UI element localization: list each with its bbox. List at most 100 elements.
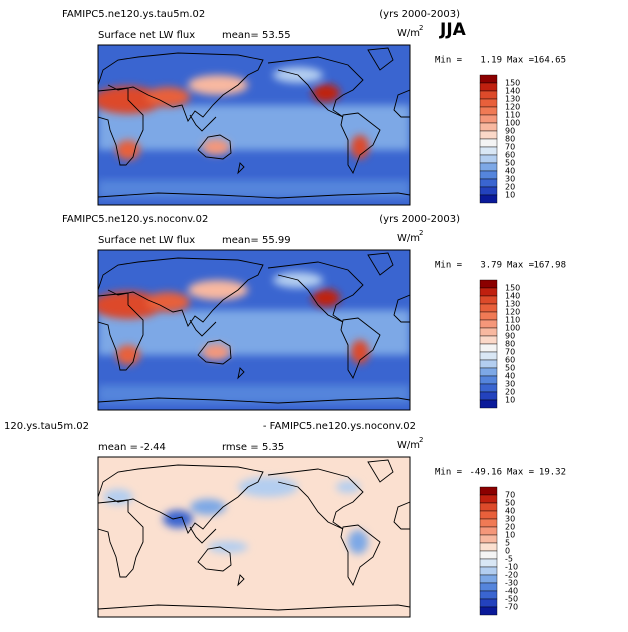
field-blobs (98, 272, 369, 365)
max-value: 19.32 (539, 468, 566, 478)
colorbar-box (479, 399, 498, 409)
field-name: Surface net LW flux (98, 30, 195, 41)
colorbar-label: 140 (505, 87, 520, 96)
colorbar-box (479, 566, 498, 576)
colorbar-label: 80 (505, 340, 515, 349)
colorbar-label: 50 (505, 499, 515, 508)
min-label: Min = (435, 468, 463, 478)
colorbar-label: 50 (505, 364, 515, 373)
colorbar-box (479, 327, 498, 337)
colorbar-label: 10 (505, 531, 515, 540)
colorbar-box (479, 598, 498, 608)
colorbar-box (479, 82, 498, 92)
colorbar-label: 100 (505, 324, 520, 333)
field-blob (336, 481, 360, 493)
colorbar-label: 0 (505, 547, 510, 556)
colorbar-box (479, 534, 498, 544)
colorbar-label: 140 (505, 292, 520, 301)
field-blob (98, 86, 163, 114)
colorbar-label: 50 (505, 159, 515, 168)
units: W/m (397, 233, 420, 244)
colorbar-box (479, 74, 498, 84)
colorbar-box (479, 574, 498, 584)
min-value: -49.16 (469, 468, 502, 478)
colorbar-box (479, 359, 498, 369)
field-blob (238, 477, 298, 497)
colorbar-label: 5 (505, 539, 510, 548)
map (98, 457, 410, 617)
colorbar-box (479, 526, 498, 536)
panel-title: FAMIPC5.ne120.ys.tau5m.02 (62, 9, 205, 20)
field-blob (98, 291, 163, 319)
stat-label: mean= (222, 235, 259, 246)
colorbar-box (479, 391, 498, 401)
colorbar-box (479, 550, 498, 560)
field-blob (146, 292, 190, 312)
colorbar-label: -20 (505, 571, 518, 580)
colorbar-box (479, 279, 498, 289)
colorbar-box (479, 146, 498, 156)
min-label: Min = (435, 261, 463, 271)
colorbar-label: -30 (505, 579, 518, 588)
colorbar-label: 60 (505, 356, 515, 365)
panel: FAMIPC5.ne120.ys.noconv.02 (yrs 2000-2003… (62, 214, 566, 411)
colorbar-box (479, 90, 498, 100)
colorbar-label: 150 (505, 79, 520, 88)
rmse-label: rmse = (222, 442, 259, 453)
colorbar-box (479, 542, 498, 552)
colorbar-box (479, 590, 498, 600)
colorbar-box (479, 494, 498, 504)
colorbar-label: 40 (505, 167, 515, 176)
colorbar-box (479, 367, 498, 377)
colorbar-label: -10 (505, 563, 518, 572)
stat-value: -2.44 (140, 442, 166, 453)
field-blob (116, 140, 140, 160)
colorbar-box (479, 162, 498, 172)
stat-value: 55.99 (262, 235, 291, 246)
panel-title: FAMIPC5.ne120.ys.noconv.02 (62, 214, 208, 225)
max-value: 167.98 (533, 261, 566, 271)
max-label: Max = (507, 56, 535, 66)
colorbar-label: 10 (505, 191, 515, 200)
colorbar-label: 90 (505, 127, 515, 136)
units: W/m (397, 28, 420, 39)
colorbar-label: -5 (505, 555, 513, 564)
panel: FAMIPC5.ne120.ys.tau5m.02 (yrs 2000-2003)… (62, 9, 566, 206)
map-frame (97, 249, 411, 411)
colorbar-label: 80 (505, 135, 515, 144)
colorbar-label: 30 (505, 380, 515, 389)
colorbar-box (479, 343, 498, 353)
max-label: Max = (507, 261, 535, 271)
colorbar-box (479, 170, 498, 180)
colorbar-label: 10 (505, 396, 515, 405)
colorbar-box (479, 558, 498, 568)
colorbar-box (479, 351, 498, 361)
colorbar-box (479, 114, 498, 124)
units-exponent: 2 (419, 436, 423, 444)
units: W/m (397, 440, 420, 451)
colorbar-label: 70 (505, 143, 515, 152)
field-blobs (98, 67, 369, 160)
map-frame (97, 456, 411, 618)
panel-title: 120.ys.tau5m.02 (4, 421, 89, 432)
colorbar-box (479, 319, 498, 329)
units-exponent: 2 (419, 24, 423, 32)
colorbar-box (479, 154, 498, 164)
stat-label: mean= (222, 30, 259, 41)
colorbar-label: -40 (505, 587, 518, 596)
panel-years: (yrs 2000-2003) (379, 214, 460, 225)
min-value: 1.19 (480, 56, 502, 66)
colorbar-label: 40 (505, 372, 515, 381)
colorbar-box (479, 311, 498, 321)
colorbar-box (479, 138, 498, 148)
southern-band (98, 180, 410, 198)
colorbar-box (479, 518, 498, 528)
colorbar-label: 110 (505, 111, 520, 120)
rmse-value: 5.35 (262, 442, 284, 453)
field-blob (351, 340, 369, 364)
colorbar-label: -50 (505, 595, 518, 604)
colorbar-label: 40 (505, 507, 515, 516)
panel: 120.ys.tau5m.02 - FAMIPC5.ne120.ys.noconv… (4, 421, 566, 618)
colorbar-box (479, 178, 498, 188)
